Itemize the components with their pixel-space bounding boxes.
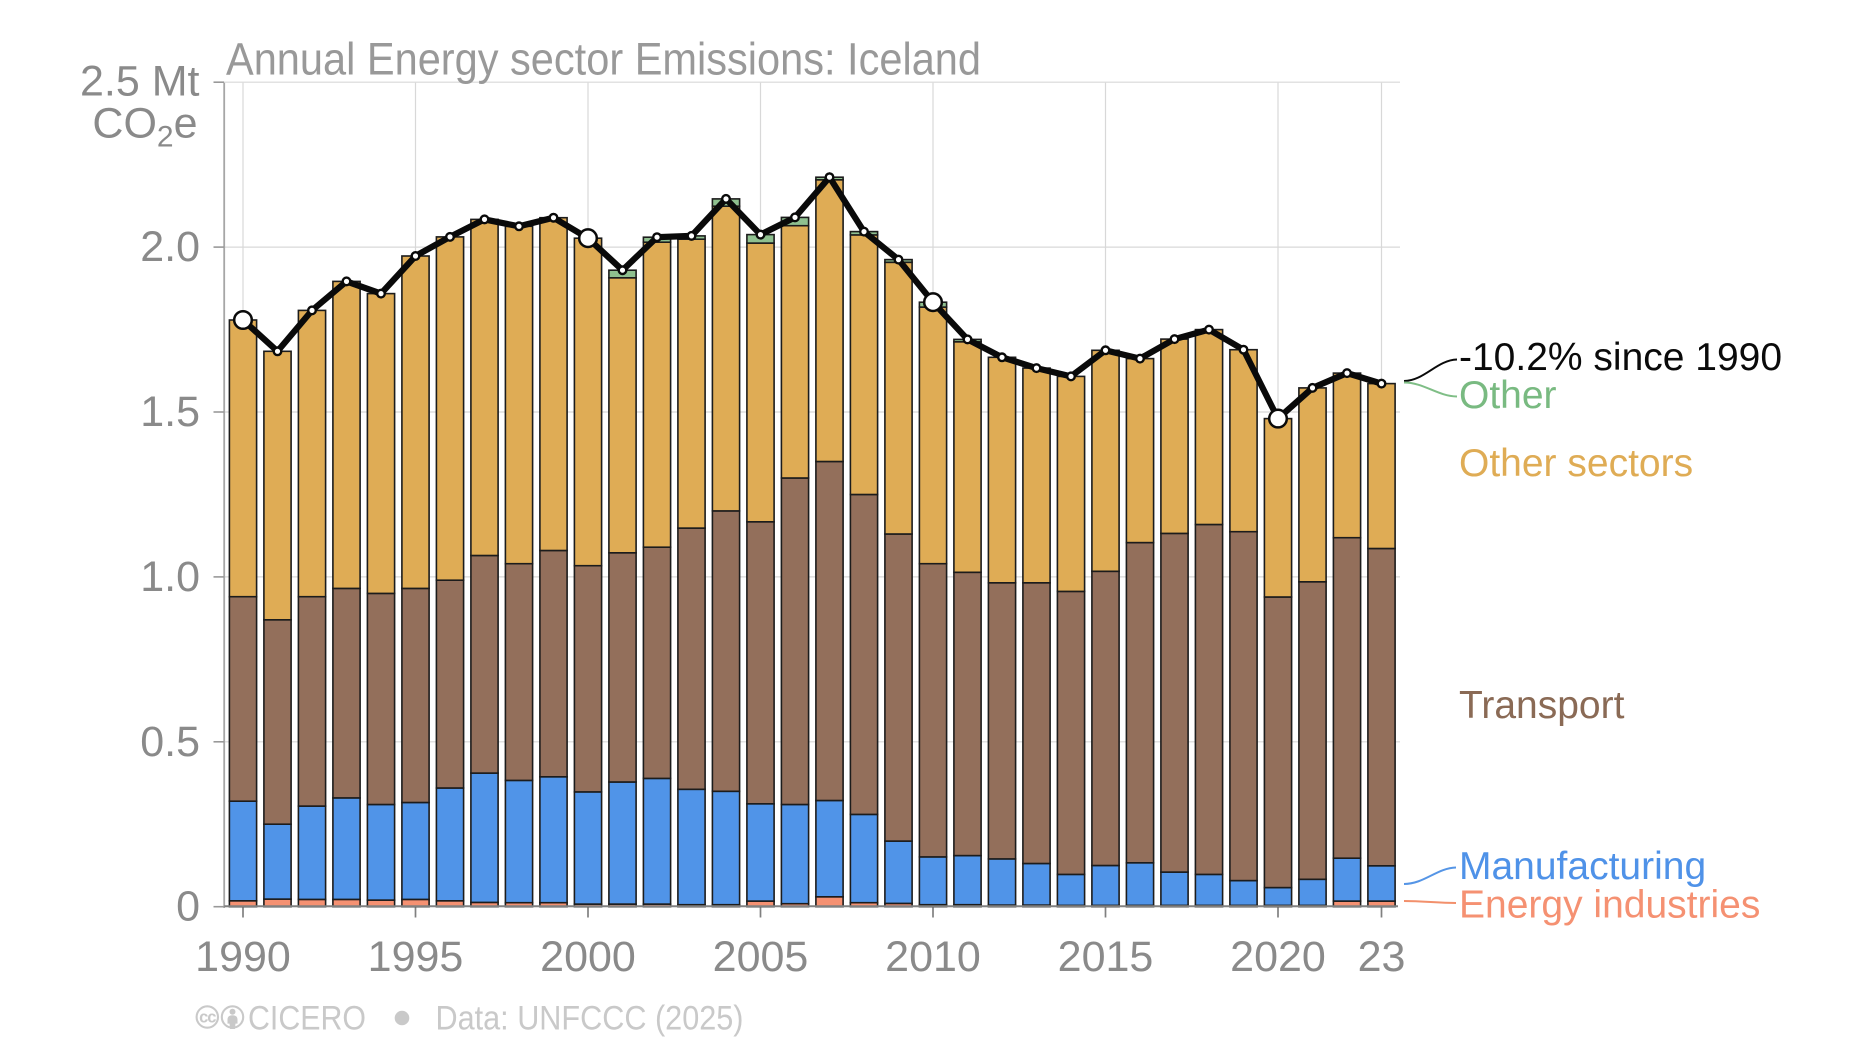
svg-text:1.0: 1.0 (140, 553, 200, 601)
svg-text:Other sectors: Other sectors (1459, 442, 1693, 485)
svg-text:2.0: 2.0 (140, 223, 200, 271)
svg-text:1.5: 1.5 (140, 388, 200, 436)
svg-text:2.5 Mt: 2.5 Mt (80, 58, 200, 106)
svg-text:Transport: Transport (1459, 684, 1625, 727)
svg-text:2005: 2005 (713, 933, 809, 981)
svg-text:Energy industries: Energy industries (1459, 884, 1760, 927)
svg-text:CICERO: CICERO (248, 1000, 366, 1038)
svg-text:23: 23 (1358, 933, 1406, 981)
svg-text:2010: 2010 (885, 933, 981, 981)
svg-text:cc: cc (199, 1009, 216, 1027)
svg-text:Other: Other (1459, 374, 1557, 417)
svg-text:Annual Energy sector Emissions: Annual Energy sector Emissions: Iceland (226, 34, 981, 85)
svg-text:-10.2% since 1990: -10.2% since 1990 (1459, 336, 1782, 379)
svg-text:0: 0 (176, 883, 200, 931)
svg-text:0.5: 0.5 (140, 718, 200, 766)
svg-text:CO2e: CO2e (92, 100, 197, 154)
svg-text:1990: 1990 (195, 933, 291, 981)
svg-text:2015: 2015 (1058, 933, 1154, 981)
svg-text:Data: UNFCCC (2025): Data: UNFCCC (2025) (436, 1000, 744, 1038)
svg-text:Manufacturing: Manufacturing (1459, 845, 1706, 888)
svg-text:2020: 2020 (1230, 933, 1326, 981)
svg-text:2000: 2000 (540, 933, 636, 981)
svg-text:1995: 1995 (368, 933, 464, 981)
